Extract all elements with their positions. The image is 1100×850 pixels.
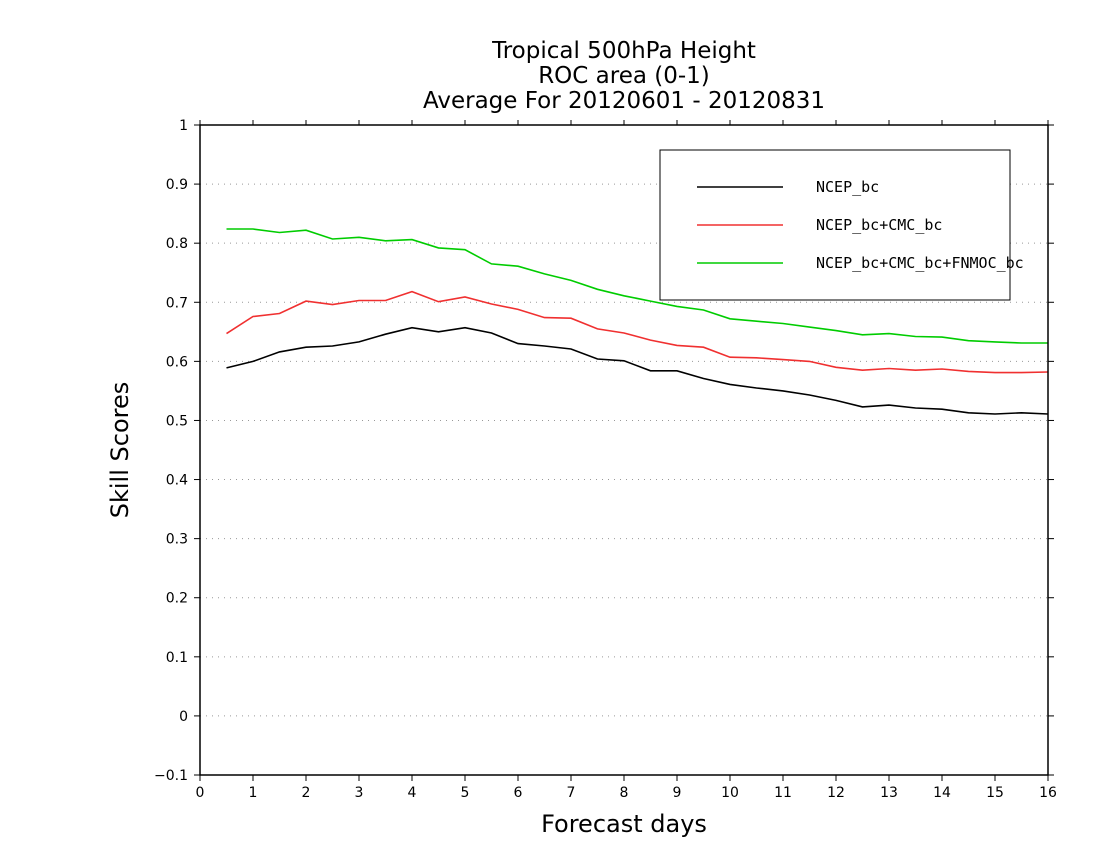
x-tick-label: 9 <box>673 785 682 801</box>
series-line-0 <box>226 326 1049 415</box>
x-tick-label: 6 <box>514 785 523 801</box>
legend-label: NCEP_bc+CMC_bc+FNMOC_bc <box>816 254 1024 272</box>
series-lines <box>226 228 1049 415</box>
x-axis-ticks: 0 1 2 3 4 5 6 7 8 9 10 11 12 13 14 15 16 <box>196 120 1057 801</box>
y-tick-label: 1 <box>179 118 188 134</box>
x-tick-label: 5 <box>461 785 470 801</box>
x-tick-label: 11 <box>774 785 792 801</box>
y-tick-label: −0.1 <box>154 768 188 784</box>
legend-label: NCEP_bc+CMC_bc <box>816 216 942 234</box>
y-tick-label: 0.5 <box>166 413 188 429</box>
x-tick-label: 14 <box>933 785 951 801</box>
x-tick-label: 12 <box>827 785 845 801</box>
chart-title-line: ROC area (0-1) <box>538 63 710 89</box>
legend-label: NCEP_bc <box>816 178 879 196</box>
chart-title-line: Average For 20120601 - 20120831 <box>423 88 825 114</box>
legend: NCEP_bc NCEP_bc+CMC_bc NCEP_bc+CMC_bc+FNMO… <box>659 149 1024 301</box>
x-tick-label: 10 <box>721 785 739 801</box>
y-tick-label: 0.6 <box>166 354 188 370</box>
x-tick-label: 3 <box>355 785 364 801</box>
x-tick-label: 16 <box>1039 785 1057 801</box>
x-tick-label: 8 <box>620 785 629 801</box>
y-tick-label: 0 <box>179 709 188 725</box>
x-tick-label: 13 <box>880 785 898 801</box>
chart-title-line: Tropical 500hPa Height <box>491 38 756 64</box>
y-tick-label: 0.4 <box>166 473 188 489</box>
series-line-2 <box>226 228 1048 344</box>
x-tick-label: 7 <box>567 785 576 801</box>
x-tick-label: 1 <box>249 785 258 801</box>
y-tick-label: 0.3 <box>166 532 188 548</box>
series-line-1 <box>226 290 1049 374</box>
x-axis-title: Forecast days <box>541 810 707 838</box>
x-tick-label: 15 <box>986 785 1004 801</box>
y-tick-label: 0.1 <box>166 650 188 666</box>
x-tick-label: 4 <box>408 785 417 801</box>
y-axis-title: Skill Scores <box>106 382 134 519</box>
x-tick-label: 0 <box>196 785 205 801</box>
y-tick-label: 0.9 <box>166 177 188 193</box>
y-tick-label: 0.7 <box>166 295 188 311</box>
y-tick-label: 0.8 <box>166 236 188 252</box>
x-tick-label: 2 <box>302 785 311 801</box>
y-axis-ticks: −0.1 0 0.1 0.2 0.3 0.4 0.5 0.6 0.7 0.8 0.9 1 <box>154 118 1054 784</box>
y-tick-label: 0.2 <box>166 591 188 607</box>
